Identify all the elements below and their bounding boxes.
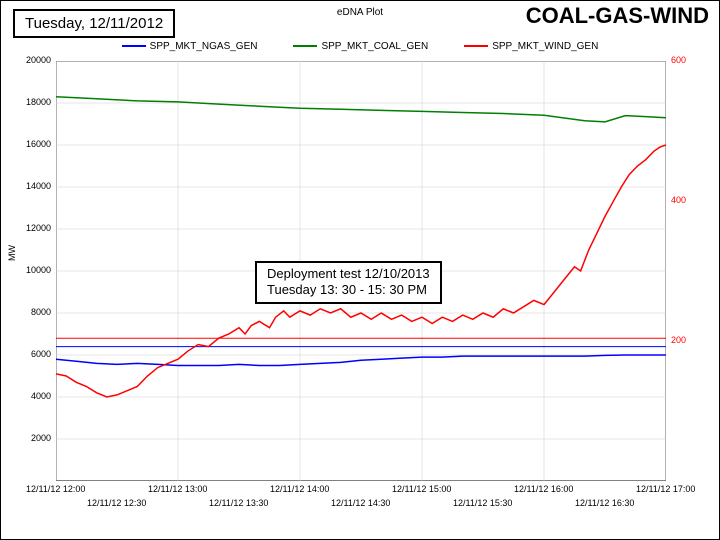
ytick-left: 16000 (11, 139, 51, 149)
date-text: Tuesday, 12/11/2012 (25, 15, 163, 32)
ytick-left: 6000 (11, 349, 51, 359)
date-box: Tuesday, 12/11/2012 (13, 9, 175, 38)
ytick-left: 10000 (11, 265, 51, 275)
legend: SPP_MKT_NGAS_GEN SPP_MKT_COAL_GEN SPP_MKT_… (1, 41, 719, 52)
xtick-top: 12/11/12 15:00 (392, 484, 451, 494)
ytick-right: 200 (671, 335, 686, 345)
legend-item: SPP_MKT_COAL_GEN (293, 41, 428, 52)
title-right: COAL-GAS-WIND (526, 3, 709, 29)
xtick-bottom: 12/11/12 16:30 (575, 498, 634, 508)
legend-item: SPP_MKT_WIND_GEN (464, 41, 598, 52)
annotation-line2: Tuesday 13: 30 - 15: 30 PM (267, 282, 430, 298)
legend-label: SPP_MKT_WIND_GEN (492, 41, 598, 52)
xtick-bottom: 12/11/12 14:30 (331, 498, 390, 508)
xtick-top: 12/11/12 14:00 (270, 484, 329, 494)
xtick-top: 12/11/12 12:00 (26, 484, 85, 494)
xtick-bottom: 12/11/12 12:30 (87, 498, 146, 508)
ytick-left: 4000 (11, 391, 51, 401)
legend-swatch (293, 45, 317, 47)
xtick-top: 12/11/12 17:00 (636, 484, 695, 494)
ytick-left: 14000 (11, 181, 51, 191)
xtick-top: 12/11/12 13:00 (148, 484, 207, 494)
ytick-right: 600 (671, 55, 686, 65)
legend-swatch (464, 45, 488, 47)
page-root: Tuesday, 12/11/2012 COAL-GAS-WIND eDNA P… (0, 0, 720, 540)
annotation-box: Deployment test 12/10/2013 Tuesday 13: 3… (255, 261, 442, 304)
plot-title: eDNA Plot (337, 7, 383, 18)
annotation-line1: Deployment test 12/10/2013 (267, 266, 430, 282)
ytick-left: 2000 (11, 433, 51, 443)
legend-label: SPP_MKT_COAL_GEN (321, 41, 428, 52)
ytick-left: 18000 (11, 97, 51, 107)
xtick-top: 12/11/12 16:00 (514, 484, 573, 494)
ytick-right: 400 (671, 195, 686, 205)
ytick-left: 12000 (11, 223, 51, 233)
ytick-left: 8000 (11, 307, 51, 317)
ytick-left: 20000 (11, 55, 51, 65)
xtick-bottom: 12/11/12 13:30 (209, 498, 268, 508)
legend-swatch (122, 45, 146, 47)
y-axis-label: MW (7, 245, 17, 261)
xtick-bottom: 12/11/12 15:30 (453, 498, 512, 508)
legend-item: SPP_MKT_NGAS_GEN (122, 41, 258, 52)
legend-label: SPP_MKT_NGAS_GEN (150, 41, 258, 52)
